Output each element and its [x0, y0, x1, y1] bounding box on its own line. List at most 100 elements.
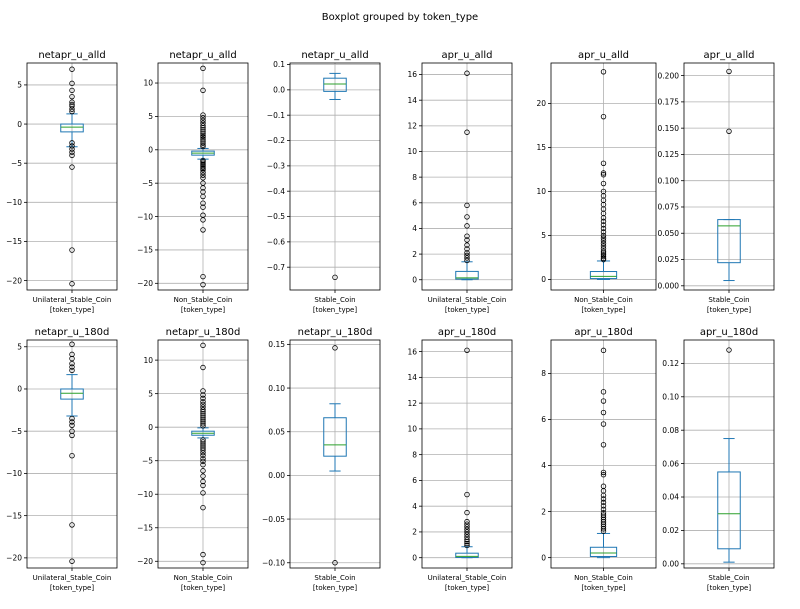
outlier-point [600, 248, 607, 254]
y-tick-label: 8 [412, 173, 417, 182]
outlier-point [600, 238, 607, 244]
y-tick-label: 0.05 [268, 427, 285, 436]
outlier-point [600, 503, 607, 509]
outlier-point [464, 524, 470, 530]
outlier-point [464, 347, 470, 354]
outlier-point [200, 175, 206, 181]
y-tick-label: 0 [17, 120, 22, 129]
outlier-point [200, 115, 206, 121]
axes-frame [421, 62, 513, 291]
subplot-title: netapr_u_alld [169, 50, 236, 61]
iqr-box [323, 417, 347, 457]
subplot-3: 0.1 0.0 −0.1 −0.2 −0.3 −0.4 −0.5 −0.6 −0.7 netapr… [267, 50, 381, 314]
subplot-7: 5 0 −5 −10 −15 −20 netapr_u_180d Unilateral_Sta… [6, 327, 118, 592]
outlier-point [69, 103, 75, 109]
y-tick-label: 0.10 [662, 392, 679, 401]
x-category-label: Non_Stable_Coin [574, 574, 633, 582]
outlier-point [69, 164, 75, 170]
outlier-point [69, 143, 75, 149]
y-tick-label: 0.100 [658, 176, 680, 185]
subplot-title: apr_u_180d [438, 327, 496, 338]
outlier-point [464, 255, 470, 261]
y-tick-label: −15 [6, 511, 22, 520]
outlier-point [464, 242, 470, 248]
y-tick-label: −0.4 [267, 187, 285, 196]
y-tick-label: −0.10 [262, 558, 285, 567]
y-tick-label: 0.15 [268, 340, 285, 349]
y-tick-label: −0.6 [267, 238, 285, 247]
outlier-point [600, 347, 607, 354]
x-axis-label: [token_type] [50, 306, 94, 314]
axes-frame [157, 339, 249, 569]
x-category-label: Unilateral_Stable_Coin [33, 296, 112, 304]
outlier-point [464, 70, 470, 76]
outlier-point [69, 146, 75, 152]
outlier-point [600, 253, 607, 260]
y-tick-label: −0.1 [267, 111, 285, 120]
outlier-point [200, 473, 206, 479]
outlier-point [600, 442, 607, 448]
subplot-title: netapr_u_180d [166, 327, 241, 338]
outlier-point [200, 129, 206, 135]
y-tick-label: 4 [412, 224, 417, 233]
outlier-point [600, 250, 607, 256]
y-tick-label: 14 [407, 96, 417, 105]
outlier-point [69, 522, 75, 528]
outlier-point [464, 542, 470, 549]
outlier-point [464, 250, 470, 256]
outlier-point [200, 468, 206, 474]
outlier-point [69, 558, 75, 564]
subplot-6: 0.200 0.175 0.150 0.125 0.100 0.075 0.050 0.025… [658, 50, 775, 314]
outlier-point [600, 256, 607, 263]
outlier-point [200, 417, 206, 423]
outlier-point [69, 93, 75, 100]
outlier-point [69, 367, 75, 374]
y-tick-label: −15 [137, 523, 153, 532]
y-tick-label: 0.06 [662, 459, 679, 468]
y-tick-label: 20 [536, 99, 546, 108]
outlier-point [69, 422, 75, 428]
y-tick-label: −5 [142, 179, 153, 188]
outlier-point [200, 117, 206, 124]
outlier-point [200, 200, 206, 206]
y-tick-label: 5 [541, 231, 546, 240]
outlier-point [600, 160, 607, 166]
subplot-12: 0.12 0.10 0.08 0.06 0.04 0.02 0.00 apr_u_180d St… [662, 327, 775, 592]
outlier-point [464, 237, 470, 243]
y-tick-label: 0.12 [662, 359, 679, 368]
outlier-point [200, 504, 206, 511]
x-category-label: Non_Stable_Coin [174, 574, 233, 582]
outlier-point [464, 129, 470, 135]
outlier-point [464, 233, 470, 239]
outlier-point [200, 395, 206, 402]
outlier-point [69, 364, 75, 370]
outlier-point [69, 80, 75, 87]
iqr-box [323, 77, 347, 92]
subplot-title: netapr_u_180d [298, 327, 373, 338]
outlier-point [200, 409, 206, 415]
outlier-point [69, 87, 75, 94]
outlier-point [200, 447, 206, 453]
axes-frame [550, 339, 657, 569]
y-tick-label: −10 [137, 212, 153, 221]
subplot-title: netapr_u_alld [38, 50, 105, 61]
axes-frame [26, 62, 118, 291]
outlier-point [464, 538, 470, 545]
outlier-point [600, 229, 607, 235]
y-tick-label: 16 [407, 70, 417, 79]
y-tick-label: 0.150 [658, 124, 680, 133]
y-tick-label: −10 [6, 198, 22, 207]
y-tick-label: −15 [6, 237, 22, 246]
outlier-point [600, 69, 607, 75]
outlier-point [600, 215, 607, 221]
outlier-point [69, 66, 75, 72]
outlier-point [464, 509, 470, 516]
x-axis-label: [token_type] [313, 306, 357, 314]
outlier-point [69, 99, 75, 105]
iqr-box [60, 388, 84, 400]
outlier-point [200, 342, 206, 349]
y-tick-label: 0.175 [658, 98, 680, 107]
outlier-point [600, 113, 607, 120]
subplot-grid: 5 0 −5 −10 −15 −20 netapr_u_alld Unilateral_Sta… [6, 50, 775, 592]
x-category-label: Stable_Coin [708, 296, 749, 304]
